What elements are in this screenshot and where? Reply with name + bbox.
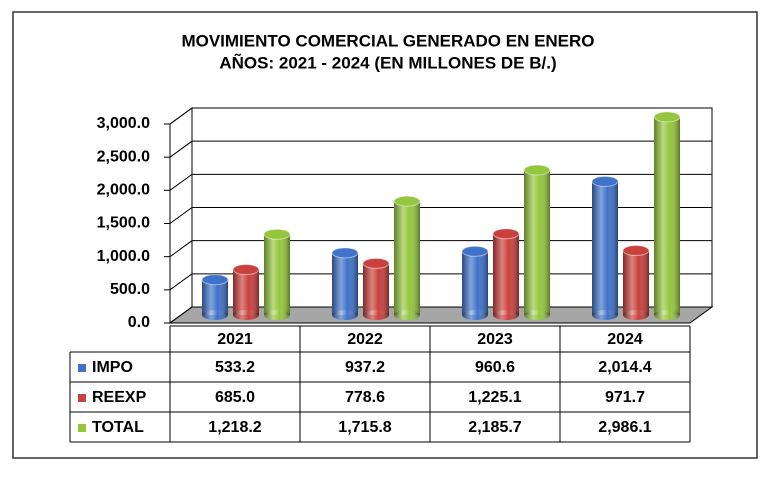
data-label: 533.2	[215, 359, 255, 376]
data-label: 1,225.1	[468, 389, 521, 406]
bar-cap	[393, 195, 421, 207]
data-label: 685.0	[215, 389, 255, 406]
data-label: 2,986.1	[598, 419, 651, 436]
bar-shade	[493, 233, 519, 315]
data-label: 971.7	[605, 389, 645, 406]
legend-swatch	[78, 394, 86, 402]
bar-cap	[263, 228, 291, 240]
bar-shade	[332, 252, 358, 315]
bar-shade	[394, 201, 420, 315]
legend-label: IMPO	[92, 359, 133, 376]
y-tick-label: 1,000.0	[97, 248, 150, 265]
data-label: 1,715.8	[338, 419, 391, 436]
bar-shade	[623, 310, 649, 320]
y-tick-label: 0.0	[128, 314, 150, 331]
grid-line	[169, 107, 712, 125]
bar-shade	[592, 310, 618, 320]
legend-label: REEXP	[92, 389, 147, 406]
bar-cap	[622, 245, 650, 257]
bar-shade	[654, 116, 680, 316]
x-tick-label: 2023	[477, 331, 513, 348]
bar-shade	[524, 310, 550, 320]
bar-shade	[592, 181, 618, 315]
chart-title: MOVIMIENTO COMERCIAL GENERADO EN ENERO	[181, 31, 594, 50]
grid-line	[169, 140, 712, 158]
legend-swatch	[78, 424, 86, 432]
bar-shade	[363, 263, 389, 315]
bar-cap	[461, 245, 489, 257]
y-tick-label: 2,000.0	[97, 182, 150, 199]
bar-cap	[232, 264, 260, 276]
bar-cap	[362, 257, 390, 269]
bar-shade	[202, 279, 228, 315]
data-label: 2,014.4	[598, 359, 651, 376]
bar-cap	[492, 228, 520, 240]
bar-cap	[331, 247, 359, 259]
bar-shade	[264, 234, 290, 315]
y-tick-label: 500.0	[110, 281, 150, 298]
bar-shade	[524, 170, 550, 315]
bar-shade	[363, 310, 389, 320]
y-tick-label: 1,500.0	[97, 215, 150, 232]
legend-label: TOTAL	[92, 419, 144, 436]
data-label: 937.2	[345, 359, 385, 376]
y-tick-label: 2,500.0	[97, 148, 150, 165]
bar-shade	[462, 251, 488, 315]
data-label: 2,185.7	[468, 419, 521, 436]
legend-swatch	[78, 364, 86, 372]
data-label: 1,218.2	[208, 419, 261, 436]
bar-shade	[462, 310, 488, 320]
y-tick-label: 3,000.0	[97, 115, 150, 132]
bar-cap	[523, 164, 551, 176]
data-label: 960.6	[475, 359, 515, 376]
x-tick-label: 2021	[217, 331, 253, 348]
x-tick-label: 2022	[347, 331, 383, 348]
bar-shade	[654, 310, 680, 320]
bar-shade	[493, 310, 519, 320]
bar-cap	[591, 175, 619, 187]
bar-shade	[623, 250, 649, 315]
chart-subtitle: AÑOS: 2021 - 2024 (EN MILLONES DE B/.)	[219, 52, 556, 72]
bar-cap	[201, 274, 229, 286]
bar-shade	[233, 269, 259, 315]
bar-shade	[233, 310, 259, 320]
bar-cap	[653, 111, 681, 123]
x-tick-label: 2024	[607, 331, 643, 348]
bar-shade	[332, 310, 358, 320]
data-label: 778.6	[345, 389, 385, 406]
bar-shade	[264, 310, 290, 320]
bar-shade	[202, 310, 228, 320]
bar-shade	[394, 310, 420, 320]
